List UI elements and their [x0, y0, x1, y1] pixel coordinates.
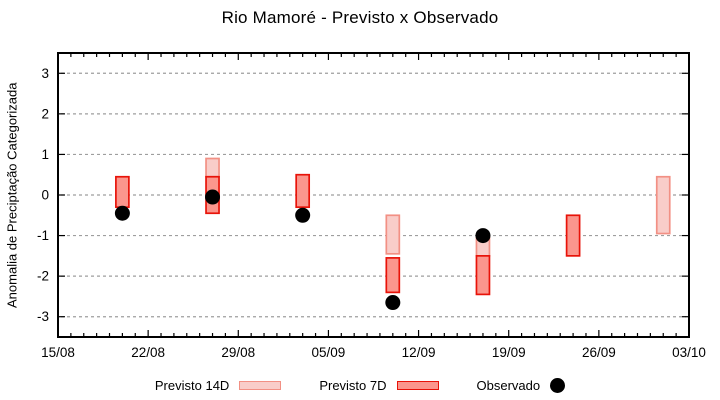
legend-label-observado: Observado	[476, 378, 541, 393]
x-tick-label: 29/08	[221, 345, 255, 360]
x-tick-label: 26/09	[582, 345, 616, 360]
legend: Previsto 14D Previsto 7D Observado	[0, 378, 720, 393]
x-tick-label: 05/09	[312, 345, 346, 360]
x-tick-label: 12/09	[402, 345, 436, 360]
legend-item-previsto-7d: Previsto 7D	[319, 378, 439, 393]
previsto-7d-swatch-icon	[396, 381, 439, 390]
x-tick-label: 22/08	[131, 345, 165, 360]
legend-item-previsto-14d: Previsto 14D	[154, 378, 282, 393]
y-tick-label: -1	[37, 228, 49, 243]
x-tick-label: 15/08	[41, 345, 75, 360]
chart-title: Rio Mamoré - Previsto x Observado	[221, 8, 499, 27]
y-tick-label: 0	[41, 188, 49, 203]
x-tick-label: 03/10	[672, 345, 706, 360]
legend-item-observado: Observado	[477, 378, 566, 393]
legend-label-previsto-14d: Previsto 14D	[154, 378, 230, 393]
legend-label-previsto-7d: Previsto 7D	[319, 378, 387, 393]
y-tick-label: 2	[41, 106, 49, 121]
y-tick-label: -3	[37, 309, 49, 324]
y-tick-label: 1	[41, 147, 49, 162]
observado-dot-icon	[550, 378, 566, 393]
previsto-14d-swatch-icon	[239, 381, 282, 390]
y-tick-label: 3	[41, 66, 49, 81]
y-tick-label: -2	[37, 269, 49, 284]
x-tick-label: 19/09	[492, 345, 526, 360]
